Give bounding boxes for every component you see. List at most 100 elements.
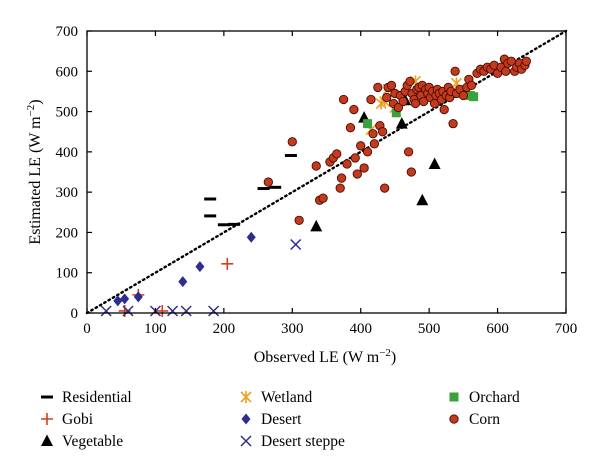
- data-point: [311, 161, 321, 171]
- x-tick-label: 0: [83, 321, 91, 337]
- legend-item-desert-steppe: Desert steppe: [240, 433, 345, 450]
- plot-marks: [85, 29, 568, 317]
- data-point: [363, 119, 373, 129]
- x-tick-label: 700: [555, 321, 578, 337]
- y-tick-label: 400: [56, 145, 79, 161]
- data-point: [113, 295, 123, 307]
- data-point: [263, 177, 273, 187]
- data-point: [369, 139, 380, 149]
- data-point: [403, 147, 414, 157]
- data-point: [195, 261, 205, 273]
- data-point: [122, 305, 134, 317]
- legend-item-residential: Residential: [41, 389, 132, 406]
- data-point: [356, 141, 366, 151]
- legend-marker: [41, 413, 53, 425]
- x-tick-label: 300: [281, 321, 304, 337]
- data-point: [133, 291, 143, 303]
- y-tick-label: 500: [56, 105, 79, 121]
- data-point: [382, 92, 392, 103]
- data-point: [294, 215, 304, 225]
- x-axis-title: Observed LE (W m−2): [254, 347, 397, 366]
- data-point: [368, 129, 378, 139]
- x-tick-label: 500: [418, 321, 441, 337]
- data-point: [501, 66, 511, 76]
- legend-marker: [449, 392, 459, 402]
- legend-label: Desert steppe: [261, 433, 345, 450]
- legend-item-wetland: Wetland: [240, 389, 313, 406]
- y-tick-label: 0: [71, 306, 79, 322]
- legend-label: Gobi: [62, 411, 94, 428]
- series-desert: [113, 231, 256, 307]
- data-point: [338, 94, 349, 105]
- data-point: [359, 163, 369, 173]
- data-point: [428, 157, 441, 169]
- data-point: [246, 231, 256, 243]
- data-point: [395, 117, 408, 129]
- legend-label: Corn: [469, 411, 500, 428]
- legend-marker: [240, 435, 252, 447]
- y-tick-label: 200: [56, 225, 79, 241]
- data-point: [377, 127, 388, 137]
- data-point: [366, 94, 376, 105]
- data-point: [469, 92, 479, 102]
- data-point: [180, 305, 192, 317]
- data-point: [406, 167, 417, 177]
- data-point: [349, 104, 359, 115]
- data-point: [393, 102, 403, 113]
- legend-marker: [449, 414, 459, 424]
- legend-label: Wetland: [261, 389, 313, 406]
- legend-item-vegetable: Vegetable: [41, 433, 123, 450]
- data-point: [332, 149, 342, 159]
- data-point: [100, 305, 112, 317]
- legend-marker: [41, 434, 53, 446]
- legend-item-orchard: Orchard: [449, 389, 520, 406]
- legend: Residential Gobi Vegetable Wetland Desert Des…: [41, 389, 520, 450]
- data-point: [350, 153, 360, 163]
- y-tick-label: 700: [56, 24, 79, 40]
- y-tick-label: 600: [56, 64, 79, 80]
- data-point: [208, 305, 220, 317]
- data-point: [521, 56, 531, 66]
- legend-label: Desert: [261, 411, 302, 428]
- data-point: [318, 193, 328, 203]
- legend-item-desert: Desert: [241, 411, 302, 428]
- data-point: [287, 137, 297, 147]
- data-point: [156, 304, 169, 317]
- data-point: [352, 169, 362, 179]
- plot-frame: [86, 30, 567, 314]
- data-point: [362, 147, 373, 157]
- data-point: [380, 183, 390, 193]
- legend-label: Vegetable: [62, 433, 123, 450]
- data-point: [120, 293, 130, 305]
- y-axis-title: Estimated LE (W m−2): [25, 99, 44, 244]
- legend-item-corn: Corn: [449, 411, 500, 428]
- data-point: [178, 276, 188, 288]
- data-point: [458, 90, 469, 101]
- data-point: [342, 159, 352, 169]
- legend-label: Orchard: [469, 389, 520, 406]
- data-point: [448, 119, 458, 129]
- data-point: [167, 305, 179, 317]
- data-point: [386, 80, 397, 91]
- data-point: [439, 104, 449, 115]
- data-point: [405, 76, 415, 87]
- x-tick-label: 400: [349, 321, 372, 337]
- legend-item-gobi: Gobi: [41, 411, 94, 428]
- legend-marker: [241, 413, 251, 425]
- x-tick-label: 100: [144, 321, 167, 337]
- series-corn: [263, 54, 531, 225]
- data-point: [290, 238, 302, 251]
- data-point: [373, 82, 383, 93]
- one-to-one-line: [85, 29, 568, 315]
- data-point: [310, 219, 323, 232]
- data-point: [345, 123, 356, 133]
- data-point: [391, 108, 401, 118]
- series-residential: [204, 153, 297, 227]
- data-point: [398, 96, 408, 107]
- data-point: [419, 96, 429, 107]
- data-point: [221, 257, 234, 270]
- axes: 0 100 200 300 400 500 600 700 0 100 200 300 400 500 60…: [56, 24, 578, 337]
- series-desert-steppe: [100, 238, 302, 317]
- data-point: [416, 193, 429, 206]
